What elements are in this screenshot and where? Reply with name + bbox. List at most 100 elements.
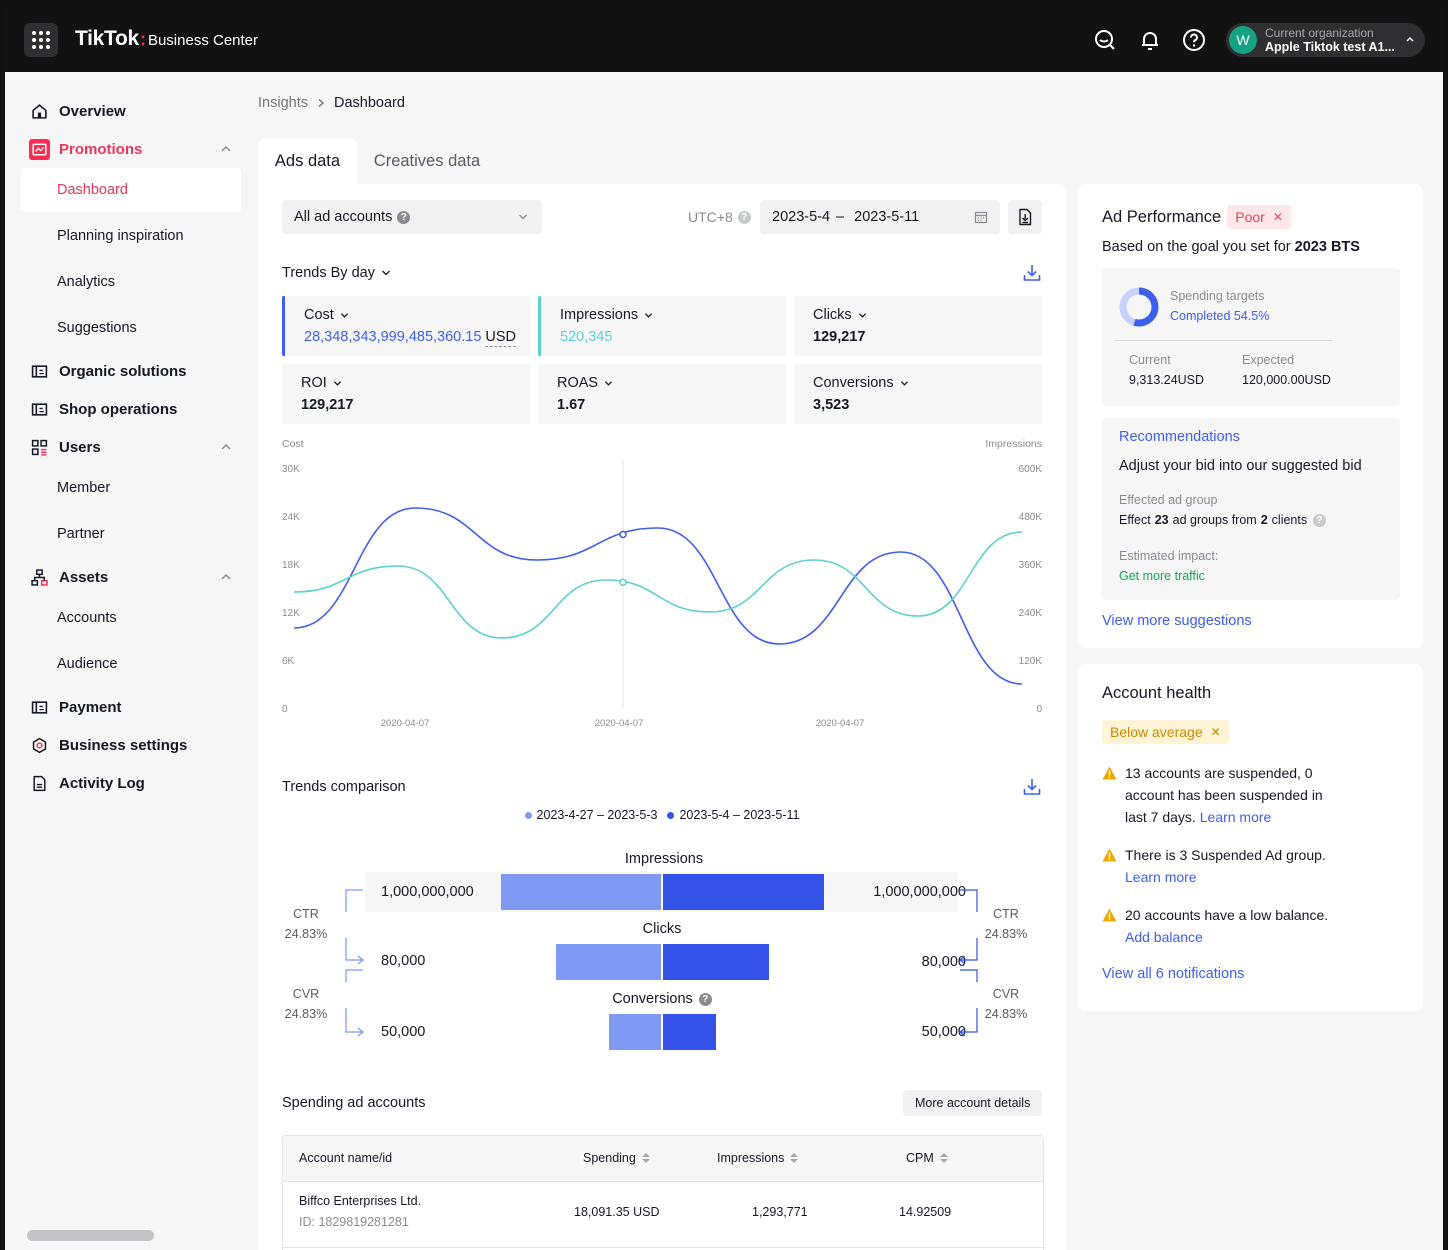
metric-impressions[interactable]: Impressions 520,345 <box>538 296 786 356</box>
download-icon[interactable] <box>1022 777 1042 797</box>
promotions-icon <box>29 139 50 160</box>
chevron-up-icon[interactable] <box>219 142 233 156</box>
ad-accounts-select[interactable]: All ad accounts ? <box>282 200 542 234</box>
org-name: Apple Tiktok test A1... <box>1265 40 1395 54</box>
ratio-value: 24.83% <box>984 927 1028 941</box>
funnel-right-value: 50,000 <box>921 1024 966 1040</box>
sidebar-item-promotions[interactable]: Promotions <box>5 134 252 164</box>
help-icon[interactable]: ? <box>737 210 751 224</box>
search-icon[interactable] <box>1093 28 1117 52</box>
sidebar-subitem-accounts[interactable]: Accounts <box>57 610 117 626</box>
ad-accounts-select-value: All ad accounts <box>294 209 393 225</box>
apps-menu-button[interactable] <box>24 23 58 57</box>
bell-icon[interactable] <box>1138 28 1162 52</box>
view-all-notifications-link[interactable]: View all 6 notifications <box>1102 966 1245 982</box>
help-icon[interactable]: ? <box>1313 513 1327 527</box>
metric-name: Clicks <box>813 307 852 323</box>
metric-value: 129,217 <box>301 397 354 413</box>
settings-icon <box>32 737 47 754</box>
sidebar-item-business-settings[interactable]: Business settings <box>5 730 252 760</box>
sidebar-item-organic-solutions[interactable]: Organic solutions <box>5 356 252 386</box>
avatar: W <box>1229 26 1257 54</box>
tab-ads-data[interactable]: Ads data <box>258 138 357 184</box>
metric-roas[interactable]: ROAS 1.67 <box>538 364 786 424</box>
organization-switcher[interactable]: W Current organization Apple Tiktok test… <box>1226 23 1425 57</box>
donut-progress <box>1119 287 1159 327</box>
metric-conversions[interactable]: Conversions 3,523 <box>794 364 1042 424</box>
sidebar-subitem-planning-inspiration[interactable]: Planning inspiration <box>57 228 184 244</box>
y-tick-label-right: 0 <box>1036 704 1042 715</box>
spending-targets-box: Spending targets Completed 54.5% Current… <box>1102 268 1400 406</box>
close-icon[interactable]: ✕ <box>1272 210 1283 224</box>
column-cpm[interactable]: CPM <box>906 1151 948 1165</box>
trends-dropdown[interactable]: Trends By day <box>282 265 391 281</box>
legend-item-previous[interactable]: 2023-4-27 – 2023-5-3 <box>524 808 657 822</box>
funnel-bar-current[interactable] <box>663 874 824 910</box>
completed-text: Completed 54.5% <box>1170 309 1270 323</box>
spending-table: Account name/id Spending Impressions CPM… <box>282 1135 1044 1250</box>
calendar-icon <box>974 211 988 224</box>
sidebar: Overview Promotions Dashboard Planning i… <box>5 72 252 1250</box>
metric-clicks[interactable]: Clicks 129,217 <box>794 296 1042 356</box>
expected-label: Expected <box>1242 353 1295 367</box>
download-icon[interactable] <box>1022 263 1042 283</box>
metric-name: Impressions <box>560 307 639 323</box>
sidebar-item-users[interactable]: Users <box>5 432 252 462</box>
column-spending[interactable]: Spending <box>583 1151 650 1165</box>
add-balance-link[interactable]: Add balance <box>1125 929 1203 945</box>
chevron-up-icon[interactable] <box>219 570 233 584</box>
sidebar-item-activity-log[interactable]: Activity Log <box>5 768 252 798</box>
tab-creatives-data[interactable]: Creatives data <box>373 151 481 170</box>
impressions-value: 1,293,771 <box>752 1205 808 1219</box>
trend-line-chart[interactable]: 30K 600K 24K 480K 18K 360K 12K 240K 6K 120K 0 0 2020… <box>258 454 1066 744</box>
warning-text: 13 accounts are suspended, 0 account has… <box>1125 765 1323 825</box>
sidebar-item-shop-operations[interactable]: Shop operations <box>5 394 252 424</box>
chevron-up-icon[interactable] <box>219 440 233 454</box>
sidebar-subitem-suggestions[interactable]: Suggestions <box>57 320 137 336</box>
funnel-bar-current[interactable] <box>663 1014 717 1050</box>
ratio-ctr-left: CTR 24.83% <box>284 904 328 944</box>
sidebar-subitem-audience[interactable]: Audience <box>57 656 118 672</box>
recommendations-title[interactable]: Recommendations <box>1119 429 1240 445</box>
help-icon[interactable]: ? <box>397 210 411 224</box>
sidebar-subitem-member[interactable]: Member <box>57 480 111 496</box>
help-icon[interactable]: ? <box>698 992 712 1006</box>
breadcrumb-insights[interactable]: Insights <box>258 95 308 111</box>
funnel-bar-current[interactable] <box>663 944 770 980</box>
funnel-bar-previous[interactable] <box>608 1014 661 1050</box>
warning-icon <box>1102 766 1117 780</box>
sidebar-subitem-partner[interactable]: Partner <box>57 526 105 542</box>
legend-item-current[interactable]: 2023-5-4 – 2023-5-11 <box>667 808 799 822</box>
sidebar-subitem-dashboard[interactable]: Dashboard <box>21 168 241 212</box>
metric-roi[interactable]: ROI 129,217 <box>282 364 530 424</box>
sidebar-item-assets[interactable]: Assets <box>5 562 252 592</box>
impact-value: Get more traffic <box>1119 569 1205 583</box>
sidebar-item-overview[interactable]: Overview <box>5 96 252 126</box>
funnel-bar-previous[interactable] <box>555 944 661 980</box>
sidebar-scrollbar[interactable] <box>27 1230 154 1241</box>
close-icon[interactable]: ✕ <box>1210 725 1221 739</box>
metric-name: ROI <box>301 375 327 391</box>
trends-title: Trends By day <box>282 265 375 281</box>
learn-more-link[interactable]: Learn more <box>1199 809 1272 825</box>
sidebar-item-payment[interactable]: Payment <box>5 692 252 722</box>
metric-cost[interactable]: Cost 28,348,343,999,485,360.15 USD <box>282 296 530 356</box>
funnel-connector-lines <box>345 889 978 1037</box>
y-tick-label-left: 0 <box>282 704 288 715</box>
chevron-down-icon <box>858 312 866 318</box>
brand-logo[interactable]: TikTok : Business Center <box>75 27 258 51</box>
learn-more-link[interactable]: Learn more <box>1125 869 1197 885</box>
column-impressions[interactable]: Impressions <box>717 1151 799 1165</box>
ticket-icon <box>31 403 48 416</box>
date-range-picker[interactable]: 2023-5-4 – 2023-5-11 <box>760 200 1000 234</box>
sidebar-subitem-analytics[interactable]: Analytics <box>57 274 116 290</box>
y-tick-label-right: 600K <box>1019 464 1043 475</box>
export-button[interactable] <box>1008 200 1042 234</box>
help-icon[interactable] <box>1182 28 1206 52</box>
warning-icon <box>1102 908 1117 922</box>
funnel-stage-conversions: Conversions ? <box>552 991 772 1007</box>
funnel-bar-previous[interactable] <box>501 874 661 910</box>
view-more-suggestions-link[interactable]: View more suggestions <box>1102 613 1252 629</box>
more-account-details-button[interactable]: More account details <box>903 1090 1043 1116</box>
ratio-cvr-left: CVR 24.83% <box>284 984 328 1024</box>
